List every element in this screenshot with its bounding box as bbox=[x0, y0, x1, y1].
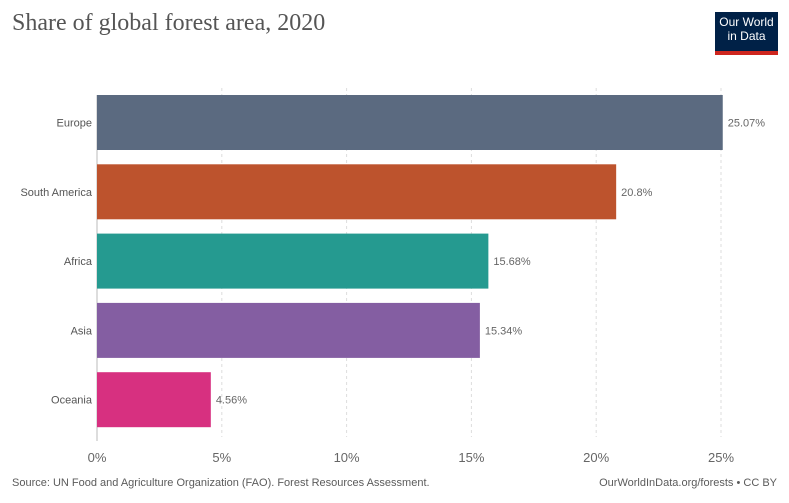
bar-oceania bbox=[97, 372, 211, 428]
category-label: Asia bbox=[71, 325, 93, 337]
category-label: South America bbox=[20, 187, 92, 199]
bar-europe bbox=[97, 95, 723, 150]
logo-line2: in Data bbox=[727, 29, 766, 43]
category-label: Europe bbox=[57, 118, 92, 130]
bar-africa bbox=[97, 233, 489, 289]
x-tick-label: 20% bbox=[583, 450, 609, 465]
credit-link[interactable]: OurWorldInData.org/forests • CC BY bbox=[599, 477, 777, 489]
value-label: 25.07% bbox=[728, 118, 766, 130]
logo-line1: Our World bbox=[719, 15, 774, 29]
x-tick-label: 5% bbox=[212, 450, 231, 465]
x-tick-label: 25% bbox=[708, 450, 734, 465]
bar-south-america bbox=[97, 164, 617, 220]
chart-title: Share of global forest area, 2020 bbox=[12, 10, 326, 36]
x-tick-label: 15% bbox=[458, 450, 484, 465]
bar-asia bbox=[97, 302, 480, 358]
value-label: 15.34% bbox=[485, 325, 523, 337]
source-note: Source: UN Food and Agriculture Organiza… bbox=[12, 477, 430, 489]
x-tick-label: 0% bbox=[88, 450, 107, 465]
value-label: 20.8% bbox=[621, 187, 652, 199]
value-label: 4.56% bbox=[216, 395, 247, 407]
x-tick-label: 10% bbox=[334, 450, 360, 465]
owid-logo[interactable]: Our World in Data bbox=[715, 12, 778, 55]
value-label: 15.68% bbox=[493, 256, 531, 268]
category-label: Oceania bbox=[51, 395, 93, 407]
category-label: Africa bbox=[64, 256, 93, 268]
